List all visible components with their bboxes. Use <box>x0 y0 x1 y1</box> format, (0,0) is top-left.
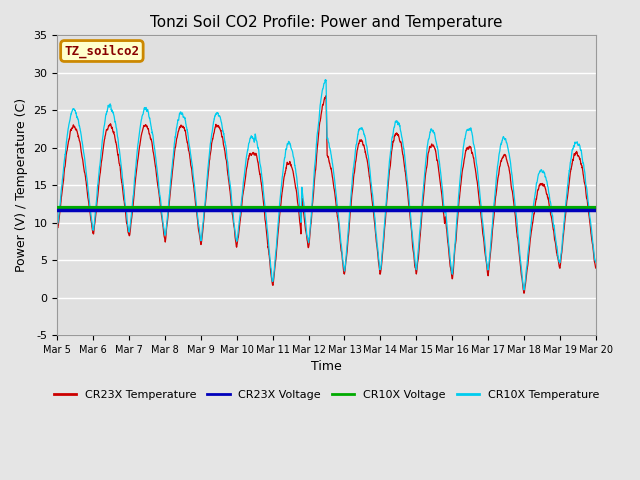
Title: Tonzi Soil CO2 Profile: Power and Temperature: Tonzi Soil CO2 Profile: Power and Temper… <box>150 15 503 30</box>
Text: TZ_soilco2: TZ_soilco2 <box>65 44 140 58</box>
Legend: CR23X Temperature, CR23X Voltage, CR10X Voltage, CR10X Temperature: CR23X Temperature, CR23X Voltage, CR10X … <box>49 385 604 404</box>
Y-axis label: Power (V) / Temperature (C): Power (V) / Temperature (C) <box>15 98 28 272</box>
X-axis label: Time: Time <box>311 360 342 373</box>
